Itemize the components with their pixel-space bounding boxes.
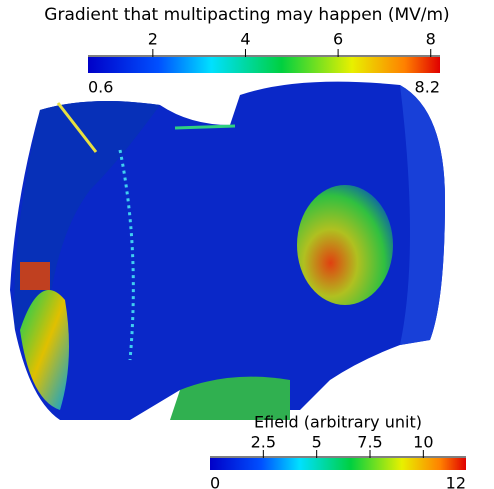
tick-label: 8: [426, 30, 436, 49]
colorbar: Efield (arbitrary unit) 0 12: [210, 413, 466, 489]
tick-label: 6: [333, 30, 343, 49]
tick-label: 2.5: [251, 433, 276, 452]
colorbar-gradient: [88, 57, 440, 73]
tick-label: 5: [312, 433, 322, 452]
colorbar-min: 0: [210, 474, 220, 489]
colorbar-title: Efield (arbitrary unit): [254, 413, 422, 432]
colorbar-max: 12: [446, 474, 466, 489]
tick-label: 2: [148, 30, 158, 49]
cavity-render: [10, 81, 445, 421]
colorbar-max: 8.2: [415, 78, 440, 97]
colorbar-title: Gradient that multipacting may happen (M…: [44, 5, 449, 25]
colorbar-min: 0.6: [88, 78, 113, 97]
colorbar: Gradient that multipacting may happen (M…: [44, 5, 449, 97]
tick-label: 4: [240, 30, 250, 49]
tick-label: 7.5: [357, 433, 382, 452]
colorbar-gradient: [210, 458, 466, 470]
tick-label: 10: [413, 433, 433, 452]
